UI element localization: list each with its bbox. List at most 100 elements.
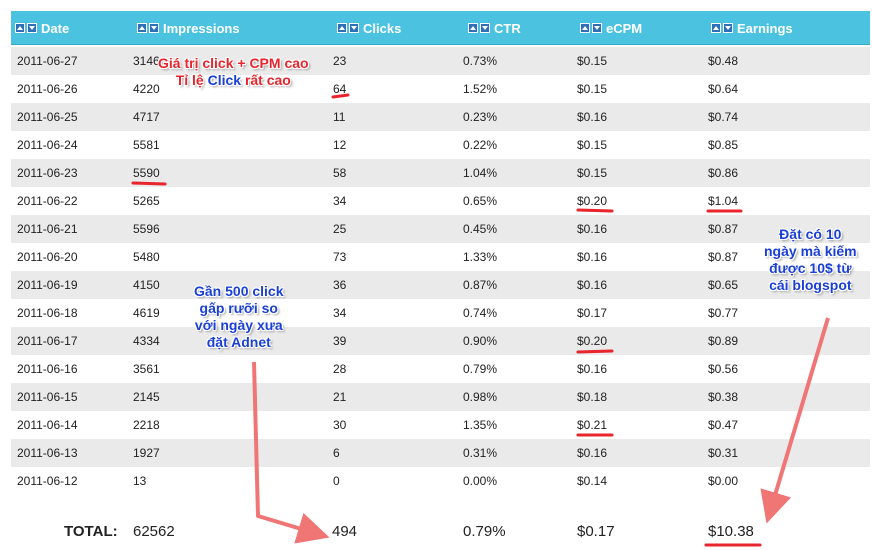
cell-clicks: 25 <box>333 222 347 236</box>
cell-clicks: 12 <box>333 138 347 152</box>
cell-date: 2011-06-13 <box>17 446 78 460</box>
cell-ctr: 1.52% <box>463 82 498 96</box>
cell-ctr: 1.35% <box>463 418 498 432</box>
col-ecpm-label: eCPM <box>606 20 643 36</box>
col-impressions-label: Impressions <box>163 20 240 36</box>
annotation-top-line1: Giá trị click + CPM cao <box>158 55 309 71</box>
col-ecpm[interactable]: eCPM <box>580 11 642 45</box>
sort-up-icon[interactable] <box>580 23 590 33</box>
table-row: 2011-06-12 13 0 0.00% $0.14 $0.00 <box>11 467 870 495</box>
cell-clicks: 11 <box>333 110 346 124</box>
sort-up-icon[interactable] <box>337 23 347 33</box>
cell-earnings: $0.64 <box>708 82 739 96</box>
cell-ctr: 0.45% <box>463 222 498 236</box>
cell-ecpm: $0.15 <box>577 82 608 96</box>
col-date[interactable]: Date <box>15 11 69 45</box>
cell-date: 2011-06-18 <box>17 306 78 320</box>
cell-clicks: 30 <box>333 418 347 432</box>
total-label: TOTAL: <box>64 523 118 540</box>
sort-down-icon[interactable] <box>480 23 490 33</box>
cell-ecpm: $0.18 <box>577 390 608 404</box>
cell-ctr: 0.31% <box>463 446 498 460</box>
cell-ctr: 1.33% <box>463 250 498 264</box>
sort-down-icon[interactable] <box>592 23 602 33</box>
sort-up-icon[interactable] <box>711 23 721 33</box>
cell-ecpm: $0.16 <box>577 446 608 460</box>
cell-date: 2011-06-23 <box>17 166 78 180</box>
cell-clicks: 23 <box>333 54 347 68</box>
cell-ctr: 1.04% <box>463 166 498 180</box>
annotation-top-line2c: rất cao <box>241 72 291 88</box>
sort-down-icon[interactable] <box>723 23 733 33</box>
table-header: Date Impressions Clicks CTR eCPM Earning… <box>11 11 870 45</box>
col-ctr[interactable]: CTR <box>468 11 521 45</box>
cell-earnings: $0.85 <box>708 138 739 152</box>
annotation-top-line2a: Tỉ lệ <box>175 72 208 88</box>
sort-up-icon[interactable] <box>468 23 478 33</box>
annotation-middle: Gần 500 click gấp rưỡi so với ngày xưa đ… <box>194 283 284 351</box>
cell-date: 2011-06-21 <box>17 222 78 236</box>
cell-ecpm: $0.20 <box>577 334 608 348</box>
total-ctr: 0.79% <box>463 523 506 540</box>
cell-impressions: 2145 <box>133 390 160 404</box>
cell-ecpm: $0.16 <box>577 278 608 292</box>
cell-date: 2011-06-15 <box>17 390 78 404</box>
sort-down-icon[interactable] <box>27 23 37 33</box>
table-row: 2011-06-25 4717 11 0.23% $0.16 $0.74 <box>11 103 870 131</box>
sort-down-icon[interactable] <box>149 23 159 33</box>
cell-earnings: $0.65 <box>708 278 739 292</box>
table-row: 2011-06-14 2218 30 1.35% $0.21 $0.47 <box>11 411 870 439</box>
cell-ctr: 0.79% <box>463 362 498 376</box>
cell-impressions: 4717 <box>133 110 160 124</box>
table-row: 2011-06-27 3146 23 0.73% $0.15 $0.48 <box>11 47 870 75</box>
cell-ecpm: $0.16 <box>577 362 608 376</box>
sort-up-icon[interactable] <box>15 23 25 33</box>
annotation-right-line2: ngày mà kiếm <box>764 243 857 259</box>
cell-clicks: 73 <box>333 250 347 264</box>
cell-clicks: 21 <box>333 390 347 404</box>
sort-up-icon[interactable] <box>137 23 147 33</box>
cell-date: 2011-06-12 <box>17 474 78 488</box>
col-clicks-label: Clicks <box>363 20 402 36</box>
total-ecpm: $0.17 <box>577 523 615 540</box>
col-ctr-label: CTR <box>494 20 521 36</box>
cell-ctr: 0.74% <box>463 306 498 320</box>
cell-ctr: 0.65% <box>463 194 498 208</box>
annotation-right-line4: cái blogspot <box>769 277 852 293</box>
total-impressions: 62562 <box>133 523 175 540</box>
cell-earnings: $0.89 <box>708 334 739 348</box>
col-impressions[interactable]: Impressions <box>137 11 240 45</box>
table-row: 2011-06-17 4334 39 0.90% $0.20 $0.89 <box>11 327 870 355</box>
col-earnings[interactable]: Earnings <box>711 11 793 45</box>
cell-earnings: $0.31 <box>708 446 739 460</box>
table-row: 2011-06-16 3561 28 0.79% $0.16 $0.56 <box>11 355 870 383</box>
cell-date: 2011-06-20 <box>17 250 78 264</box>
annotation-right: Đặt có 10 ngày mà kiếm được 10$ từ cái b… <box>764 226 857 294</box>
cell-clicks: 34 <box>333 306 347 320</box>
cell-earnings: $0.56 <box>708 362 739 376</box>
cell-impressions: 4220 <box>133 82 160 96</box>
cell-impressions: 5596 <box>133 222 160 236</box>
cell-date: 2011-06-19 <box>17 278 78 292</box>
cell-clicks: 36 <box>333 278 347 292</box>
cell-earnings: $0.48 <box>708 54 739 68</box>
cell-earnings: $0.87 <box>708 222 739 236</box>
cell-ctr: 0.98% <box>463 390 498 404</box>
cell-earnings: $0.87 <box>708 250 739 264</box>
cell-clicks: 0 <box>333 474 340 488</box>
cell-impressions: 13 <box>133 474 147 488</box>
cell-ecpm: $0.14 <box>577 474 608 488</box>
cell-ctr: 0.23% <box>463 110 498 124</box>
table-row: 2011-06-23 5590 58 1.04% $0.15 $0.86 <box>11 159 870 187</box>
col-earnings-label: Earnings <box>737 20 793 36</box>
cell-date: 2011-06-27 <box>17 54 78 68</box>
cell-ecpm: $0.15 <box>577 138 608 152</box>
cell-impressions: 4619 <box>133 306 160 320</box>
sort-down-icon[interactable] <box>349 23 359 33</box>
cell-date: 2011-06-16 <box>17 362 78 376</box>
annotation-middle-line2: gấp rưỡi so <box>199 300 278 316</box>
cell-date: 2011-06-17 <box>17 334 78 348</box>
cell-impressions: 4150 <box>133 278 160 292</box>
total-earnings: $10.38 <box>708 523 754 540</box>
col-clicks[interactable]: Clicks <box>337 11 401 45</box>
